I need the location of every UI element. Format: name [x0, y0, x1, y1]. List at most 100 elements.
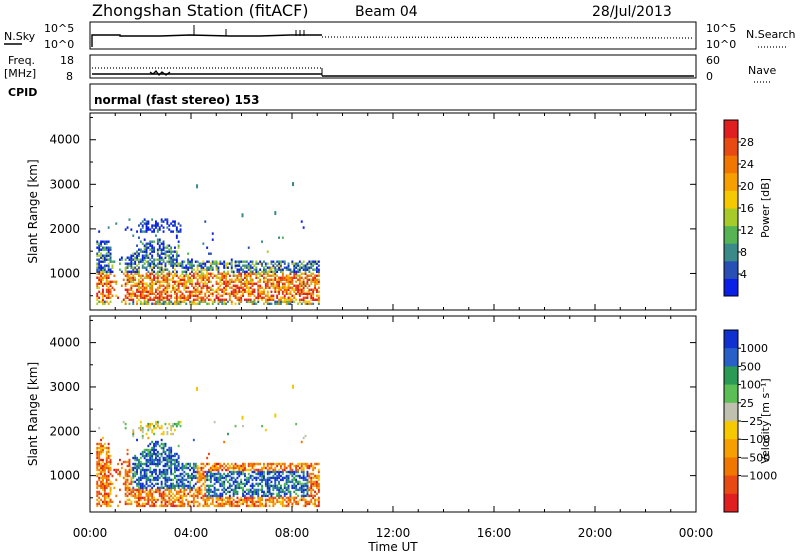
- data-cell: [158, 226, 161, 229]
- data-cell: [172, 256, 174, 259]
- data-cell: [143, 496, 146, 500]
- data-cell: [149, 468, 152, 472]
- data-cell: [149, 288, 152, 291]
- data-cell: [317, 268, 320, 271]
- data-cell: [124, 474, 127, 478]
- data-cell: [155, 470, 157, 474]
- data-cell: [126, 288, 129, 291]
- data-cell: [151, 440, 154, 444]
- data-cell: [172, 424, 174, 428]
- data-cell: [274, 496, 277, 500]
- data-cell: [215, 464, 218, 468]
- data-cell: [96, 492, 99, 496]
- data-cell: [249, 500, 252, 504]
- data-cell: [225, 302, 227, 305]
- data-cell: [156, 248, 159, 251]
- data-cell: [147, 500, 150, 504]
- data-cell: [102, 464, 104, 468]
- data-cell: [98, 266, 101, 269]
- data-cell: [306, 282, 309, 285]
- data-cell: [208, 496, 210, 500]
- data-cell: [240, 498, 243, 502]
- data-cell: [240, 468, 243, 472]
- data-cell: [145, 460, 148, 464]
- data-cell: [213, 462, 216, 466]
- data-cell: [183, 482, 186, 486]
- data-cell: [276, 302, 279, 305]
- data-cell: [166, 504, 169, 508]
- data-cell: [308, 268, 311, 271]
- data-cell: [183, 504, 186, 508]
- data-cell: [314, 286, 316, 289]
- data-cell: [261, 286, 263, 289]
- data-cell: [155, 234, 157, 237]
- data-cell: [264, 264, 267, 267]
- data-cell: [158, 492, 161, 496]
- data-cell: [261, 424, 263, 428]
- data-cell: [160, 218, 163, 221]
- data-cell: [170, 490, 173, 494]
- data-cell: [276, 284, 279, 287]
- data-cell: [228, 292, 231, 295]
- data-cell: [103, 472, 106, 476]
- data-cell: [295, 488, 298, 492]
- data-cell: [185, 296, 188, 299]
- data-cell: [274, 478, 277, 482]
- data-cell: [194, 290, 197, 293]
- data-cell: [295, 464, 298, 468]
- data-cell: [145, 256, 148, 259]
- data-cell: [314, 466, 316, 470]
- data-cell: [174, 300, 176, 303]
- data-cell: [317, 290, 320, 293]
- data-cell: [283, 260, 286, 263]
- data-cell: [310, 494, 313, 498]
- data-cell: [126, 262, 129, 265]
- data-cell: [266, 488, 269, 492]
- data-cell: [312, 466, 315, 470]
- data-cell: [219, 298, 222, 301]
- data-cell: [204, 262, 207, 265]
- data-cell: [96, 252, 99, 255]
- data-cell: [179, 484, 182, 488]
- data-cell: [138, 502, 140, 506]
- data-cell: [209, 472, 212, 476]
- data-cell: [206, 282, 209, 285]
- data-cell: [257, 294, 260, 297]
- data-cell: [297, 482, 299, 486]
- colorbar-segment: [724, 172, 738, 191]
- data-cell: [107, 240, 110, 243]
- data-cell: [221, 262, 224, 265]
- data-cell: [234, 470, 237, 474]
- data-cell: [158, 472, 161, 476]
- data-cell: [280, 478, 282, 482]
- data-cell: [168, 250, 171, 253]
- data-cell: [179, 300, 182, 303]
- data-cell: [270, 274, 273, 277]
- data-cell: [185, 484, 188, 488]
- data-cell: [211, 302, 214, 305]
- data-cell: [168, 248, 171, 251]
- data-cell: [181, 482, 184, 486]
- data-cell: [232, 502, 235, 506]
- data-cell: [200, 490, 203, 494]
- data-cell: [102, 292, 104, 295]
- data-cell: [215, 488, 218, 492]
- data-cell: [251, 262, 254, 265]
- data-cell: [179, 294, 182, 297]
- data-cell: [100, 248, 102, 251]
- data-cell: [234, 290, 237, 293]
- data-cell: [149, 456, 152, 460]
- data-cell: [209, 474, 212, 478]
- data-cell: [317, 490, 320, 494]
- data-cell: [251, 492, 254, 496]
- data-cell: [105, 492, 108, 496]
- data-cell: [100, 504, 102, 508]
- data-cell: [162, 230, 165, 233]
- data-cell: [185, 472, 188, 476]
- data-cell: [98, 450, 101, 454]
- data-cell: [124, 282, 127, 285]
- data-cell: [249, 496, 252, 500]
- data-cell: [177, 460, 180, 464]
- data-cell: [247, 462, 250, 466]
- data-cell: [174, 250, 176, 253]
